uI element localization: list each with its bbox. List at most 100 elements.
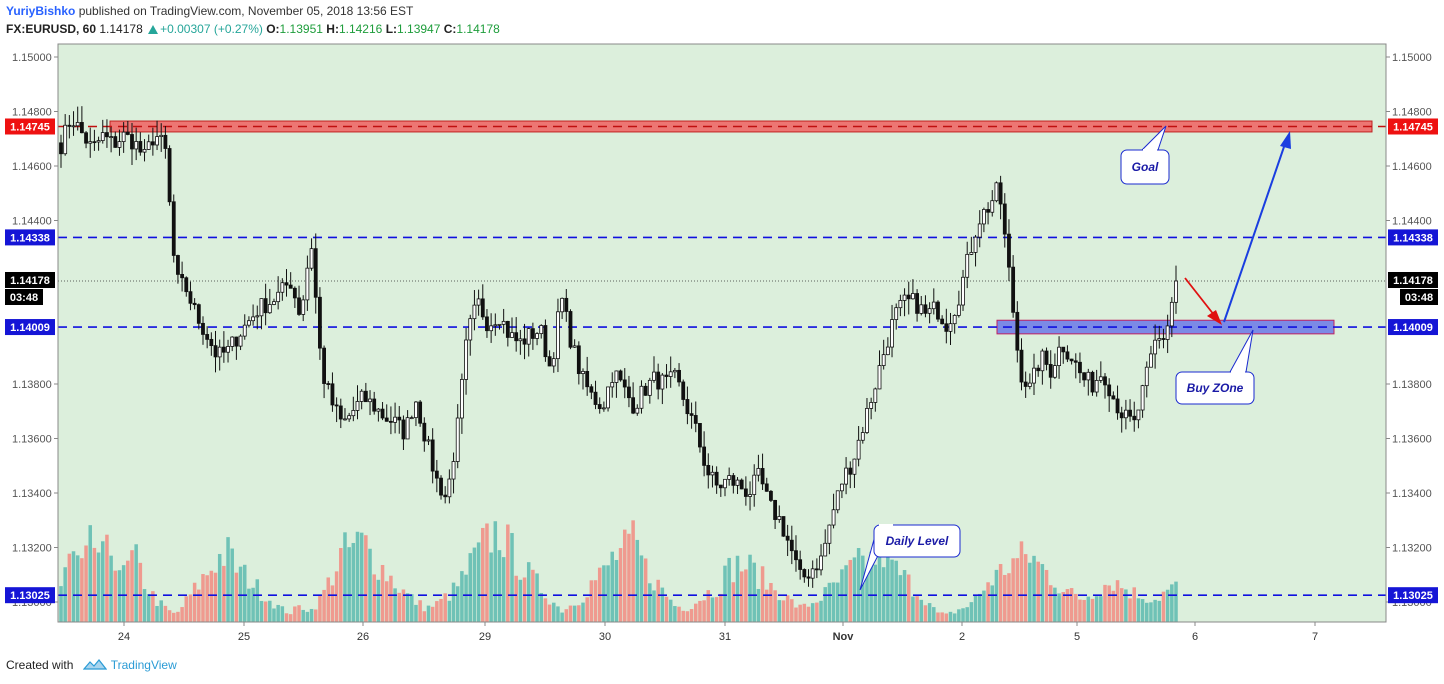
y-tick-right: 1.14800	[1392, 107, 1432, 119]
candle-body	[576, 345, 581, 375]
candle-body	[961, 276, 965, 306]
volume-bar	[180, 607, 184, 622]
volume-bar	[176, 611, 180, 622]
annotations: Goal Buy ZOne Daily Level	[859, 125, 1291, 591]
candle-body	[777, 516, 782, 520]
candle-body	[1032, 367, 1036, 384]
volume-bar	[752, 562, 756, 622]
candle-body	[635, 407, 640, 414]
candle-body	[698, 423, 702, 448]
candle-body	[581, 370, 585, 375]
candle-body	[489, 325, 494, 332]
volume-bar	[155, 605, 159, 622]
candle-body	[860, 432, 865, 441]
candle-body	[330, 383, 335, 406]
candle-body	[259, 298, 264, 317]
volume-bar	[923, 605, 928, 622]
volume-bar	[481, 527, 485, 622]
volume-bar	[1165, 589, 1170, 622]
volume-bar	[539, 592, 543, 622]
volume-bar	[1061, 592, 1065, 622]
candle-body	[710, 471, 715, 476]
volume-bar	[848, 559, 853, 622]
volume-bar	[723, 565, 727, 622]
candle-body	[823, 542, 828, 557]
left-current-price-tag-text: 1.14178	[10, 275, 50, 287]
volume-bar	[326, 577, 331, 622]
volume-bar	[101, 541, 105, 622]
candle-body	[660, 374, 665, 390]
volume-bar	[506, 524, 510, 622]
volume-bar	[673, 606, 677, 622]
volume-bar	[568, 605, 573, 622]
candle-body	[915, 293, 919, 314]
candle-body	[451, 461, 456, 480]
left-countdown-tag-text: 03:48	[10, 292, 38, 304]
volume-bar	[339, 548, 343, 622]
candle-body	[71, 125, 76, 128]
candle-body	[1140, 385, 1145, 411]
candle-body	[936, 301, 940, 320]
volume-bar	[1048, 585, 1053, 622]
volume-bar	[552, 602, 556, 622]
candle-body	[205, 334, 210, 340]
candle-body	[518, 338, 523, 342]
candle-body	[138, 141, 143, 153]
right-price-tag-text: 1.13025	[1393, 590, 1433, 602]
volume-bar	[1028, 562, 1032, 622]
volume-bar	[977, 593, 982, 622]
volume-bar	[422, 611, 427, 622]
tradingview-link[interactable]: TradingView	[110, 658, 177, 672]
candle-body	[343, 418, 347, 421]
volume-bar	[497, 550, 502, 622]
created-with-text: Created with	[6, 658, 74, 672]
volume-bar	[940, 612, 944, 622]
volume-bar	[109, 555, 113, 622]
candle-body	[769, 490, 773, 501]
volume-bar	[798, 604, 802, 622]
volume-bar	[844, 565, 848, 622]
volume-bar	[192, 582, 197, 622]
candle-body	[1098, 376, 1103, 381]
candle-body	[150, 141, 155, 146]
candle-body	[973, 236, 978, 253]
volume-bar	[1015, 558, 1020, 622]
author-link[interactable]: YuriyBishko	[6, 4, 76, 18]
volume-bar	[748, 554, 752, 622]
right-price-tag-text: 1.14009	[1393, 322, 1433, 334]
candle-body	[326, 383, 331, 385]
candle-body	[171, 201, 176, 256]
candle-body	[894, 307, 899, 320]
volume-bar	[347, 547, 351, 622]
volume-bar	[372, 574, 376, 622]
candle-body	[735, 479, 740, 486]
buy-zone-callout-box	[1175, 371, 1255, 405]
candle-body	[881, 354, 886, 366]
left-price-tag-text: 1.14009	[10, 322, 50, 334]
candle-body	[242, 324, 247, 337]
volume-bar	[944, 613, 949, 622]
volume-bar	[765, 589, 769, 622]
volume-bar	[384, 581, 389, 622]
volume-bar	[159, 600, 163, 622]
candle-body	[639, 385, 644, 409]
y-tick-right: 1.15000	[1392, 52, 1432, 64]
candle-body	[1027, 382, 1032, 387]
volume-bar	[213, 572, 218, 622]
volume-bar	[209, 570, 214, 622]
candle-body	[255, 315, 260, 318]
candle-body	[1169, 301, 1174, 327]
volume-bar	[1065, 589, 1070, 622]
volume-bar	[1069, 588, 1074, 622]
right-countdown-tag-text: 03:48	[1405, 292, 1433, 304]
candle-body	[940, 318, 945, 325]
candle-body	[96, 140, 101, 143]
candle-body	[201, 322, 205, 335]
volume-bar	[543, 598, 548, 622]
volume-bar	[668, 599, 673, 622]
volume-bar	[1140, 599, 1145, 622]
candle-body	[405, 417, 410, 440]
volume-bar	[1044, 569, 1049, 622]
right-price-tag-bg	[1388, 229, 1438, 246]
